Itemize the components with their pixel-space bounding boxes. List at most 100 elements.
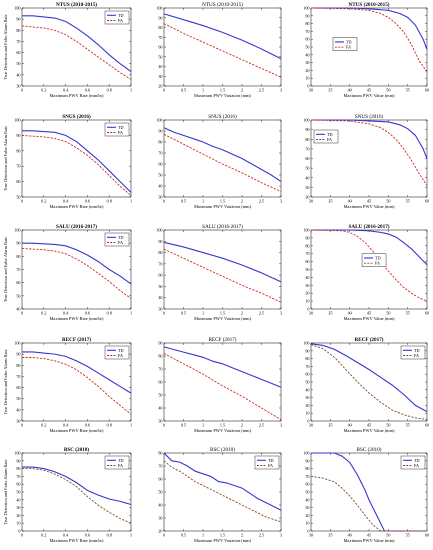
x-tick-label: 3 xyxy=(280,311,282,316)
y-axis-label: True Detection and False Alarm Rate xyxy=(3,237,8,302)
x-axis-label: Maximum PWV Value (mm) xyxy=(344,538,395,543)
series-line-td xyxy=(163,127,282,183)
x-axis-label: Maximum PWV Value (mm) xyxy=(344,428,395,433)
y-tick-label: 10 xyxy=(305,521,309,526)
legend-label-td: TD xyxy=(346,39,352,44)
y-tick-label: 50 xyxy=(16,396,20,401)
x-tick-label: 1.5 xyxy=(220,88,225,93)
x-tick-label: 0.8 xyxy=(107,311,112,316)
x-axis-label: Maximum PWV Value (mm) xyxy=(344,204,395,209)
y-tick-label: 70 xyxy=(305,146,309,151)
legend-label-fa: FA xyxy=(327,137,332,142)
y-tick-label: 60 xyxy=(16,385,20,390)
chart-title: SALU (2016-2017) xyxy=(348,223,389,230)
y-tick-label: 30 xyxy=(16,419,20,424)
legend-box xyxy=(104,345,130,360)
x-tick-label: 45 xyxy=(367,311,371,316)
y-tick-label: 60 xyxy=(158,45,162,50)
y-tick-label: 70 xyxy=(158,367,162,372)
y-tick-label: 100 xyxy=(156,228,162,233)
y-tick-label: 80 xyxy=(158,25,162,30)
chart-panel-2: 0 0.5 1 1.5 2 2.5 3 20 30 40 50 60 70 80 90 100 NTUS (20… xyxy=(156,1,282,98)
legend-label-td: TD xyxy=(118,125,124,130)
x-tick-label: 30 xyxy=(309,199,313,204)
x-tick-label: 0 xyxy=(163,311,165,316)
y-tick-label: 60 xyxy=(158,380,162,385)
y-tick-label: 40 xyxy=(16,497,20,502)
y-axis-label: True Detection and False Alarm Rate xyxy=(3,14,8,79)
x-tick-label: 0.6 xyxy=(85,533,90,538)
y-tick-label: 40 xyxy=(16,407,20,412)
legend-label-td: TD xyxy=(118,13,124,18)
y-tick-label: 40 xyxy=(16,72,20,77)
y-tick-label: 90 xyxy=(305,235,309,240)
series-line-fa xyxy=(163,460,282,523)
chart-panel-15: 30 35 40 45 50 55 60 0 10 20 30 40 50 60 70 80 90 100 BSC … xyxy=(303,446,429,543)
x-tick-label: 45 xyxy=(367,88,371,93)
x-axis-label: Maximum PWV Rate (mm/hr) xyxy=(50,316,104,321)
x-axis-label: Maximum PWV Variation (mm) xyxy=(194,428,252,433)
y-tick-label: 20 xyxy=(16,513,20,518)
y-tick-label: 70 xyxy=(158,151,162,156)
x-axis-label: Maximum PWV Variation (mm) xyxy=(194,93,252,98)
x-tick-label: 55 xyxy=(406,423,410,428)
legend-label-fa: FA xyxy=(414,353,419,358)
y-tick-label: 50 xyxy=(305,380,309,385)
legend-label-td: TD xyxy=(414,458,420,463)
legend-label-fa: FA xyxy=(118,18,123,23)
x-tick-label: 2.5 xyxy=(259,423,264,428)
series-line-fa xyxy=(310,119,428,186)
y-tick-label: 40 xyxy=(305,497,309,502)
y-tick-label: 50 xyxy=(305,267,309,272)
y-tick-label: 70 xyxy=(16,267,20,272)
legend-label-fa: FA xyxy=(118,353,123,358)
x-tick-label: 0.4 xyxy=(63,311,69,316)
series-line-fa xyxy=(163,353,282,421)
y-axis-label: True Detection and False Alarm Rate xyxy=(3,459,8,524)
x-tick-label: 1 xyxy=(202,311,204,316)
y-tick-label: 90 xyxy=(158,15,162,20)
chart-panel-8: 0 0.5 1 1.5 2 2.5 3 30 40 50 60 70 80 90 100 SALU (2016… xyxy=(156,223,282,321)
x-tick-label: 35 xyxy=(328,423,332,428)
y-tick-label: 30 xyxy=(305,283,309,288)
x-tick-label: 0.5 xyxy=(181,311,186,316)
x-tick-label: 0.5 xyxy=(181,423,186,428)
y-tick-label: 10 xyxy=(16,521,20,526)
x-tick-label: 45 xyxy=(367,423,371,428)
x-tick-label: 45 xyxy=(367,199,371,204)
x-tick-label: 1 xyxy=(202,199,204,204)
y-tick-label: 60 xyxy=(305,259,309,264)
y-tick-label: 90 xyxy=(16,17,20,22)
legend-label-td: TD xyxy=(118,348,124,353)
x-tick-label: 3 xyxy=(280,88,282,93)
series-line-td xyxy=(22,351,132,394)
chart-title: SNUS (2016) xyxy=(62,113,91,120)
y-tick-label: 30 xyxy=(158,307,162,312)
y-tick-label: 80 xyxy=(16,28,20,33)
y-tick-label: 60 xyxy=(305,156,309,161)
y-tick-label: 100 xyxy=(303,451,309,456)
y-tick-label: 50 xyxy=(158,490,162,495)
y-tick-label: 80 xyxy=(305,21,309,26)
series-line-td xyxy=(163,13,282,60)
y-tick-label: 60 xyxy=(16,179,20,184)
x-tick-label: 35 xyxy=(328,88,332,93)
x-axis-label: Maximum PWV Variation (mm) xyxy=(194,204,252,209)
plot-area xyxy=(163,229,282,310)
legend-box xyxy=(254,455,280,470)
x-tick-label: 1 xyxy=(130,199,132,204)
x-tick-label: 1 xyxy=(202,533,204,538)
y-tick-label: 90 xyxy=(16,352,20,357)
y-tick-label: 0 xyxy=(18,529,20,534)
y-tick-label: 80 xyxy=(158,250,162,255)
y-tick-label: 70 xyxy=(158,464,162,469)
y-tick-label: 80 xyxy=(305,466,309,471)
plot-area xyxy=(163,119,282,198)
y-tick-label: 60 xyxy=(16,482,20,487)
legend-box xyxy=(400,345,426,360)
x-tick-label: 40 xyxy=(348,88,352,93)
